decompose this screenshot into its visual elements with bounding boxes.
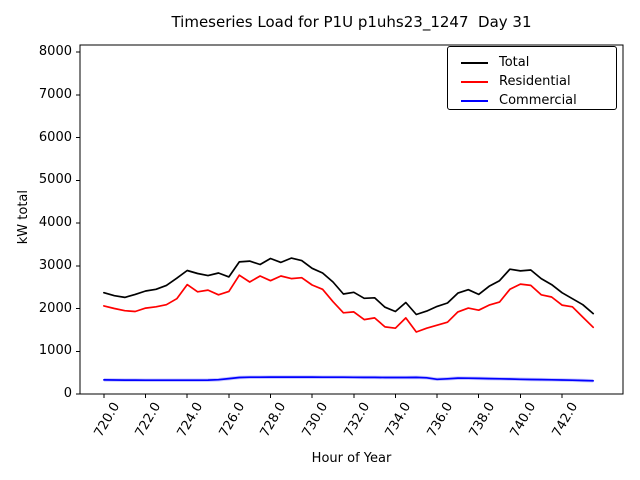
y-tick-label: 6000 [38,129,72,145]
y-tick-label: 3000 [38,257,72,273]
y-tick-label: 4000 [38,215,72,231]
y-tick-label: 7000 [38,86,72,102]
series-line-commercial [103,376,595,382]
legend: Total Residential Commercial [447,46,617,110]
legend-label-total: Total [499,55,530,70]
commercial-line-swatch-icon [461,99,488,102]
legend-item-total: Total [461,53,616,72]
legend-label-residential: Residential [499,74,571,89]
total-line-swatch-icon [461,61,488,64]
y-tick-label: 5000 [38,172,72,188]
chart-title: Timeseries Load for P1U p1uhs23_1247 Day… [171,13,532,31]
y-tick-label: 1000 [38,343,72,359]
y-tick-label: 8000 [38,44,72,60]
residential-line-swatch-icon [461,80,488,83]
x-axis-label: Hour of Year [311,451,392,466]
y-tick-label: 2000 [38,300,72,316]
series-line-residential [103,274,595,333]
y-tick-label: 0 [63,386,72,401]
series-line-total [103,257,595,316]
y-axis-label: kW total [16,190,31,245]
legend-item-commercial: Commercial [461,91,616,110]
legend-label-commercial: Commercial [499,93,577,108]
axes-spines [79,44,624,395]
legend-item-residential: Residential [461,72,616,91]
